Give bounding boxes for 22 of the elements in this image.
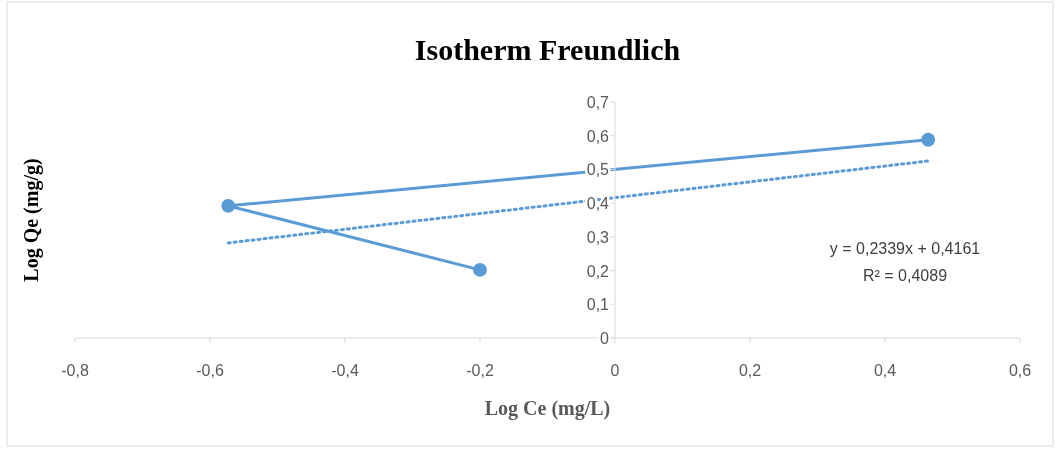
y-tick-label: 0 (600, 330, 610, 347)
x-tick-label: -0,4 (331, 362, 359, 379)
x-tick-label: -0,2 (466, 362, 494, 379)
y-tick-label: 0,1 (586, 296, 610, 314)
x-tick-label: 0,4 (873, 362, 897, 379)
x-tick-label: -0,8 (61, 362, 89, 379)
point (221, 198, 236, 213)
y-tick-label: 0,6 (586, 127, 610, 145)
x-tick-label: 0,2 (738, 362, 762, 379)
point (921, 132, 936, 147)
x-tick-label: 0,6 (1008, 362, 1032, 379)
y-axis-title: Log Qe (mg/g) (20, 158, 43, 282)
y-tick-label: 0,4 (586, 195, 610, 213)
x-axis-title: Log Ce (mg/L) (484, 397, 611, 420)
x-tick-label: -0,6 (196, 362, 224, 379)
annotation: y = 0,2339x + 0,4161 (829, 240, 981, 257)
y-tick-label: 0,2 (586, 262, 610, 280)
annotation: R² = 0,4089 (862, 267, 948, 284)
y-tick-label: 0,3 (586, 228, 610, 246)
chart-title: Isotherm Freundlich (414, 33, 681, 66)
y-tick-label: 0,7 (586, 94, 610, 111)
point (473, 263, 487, 277)
